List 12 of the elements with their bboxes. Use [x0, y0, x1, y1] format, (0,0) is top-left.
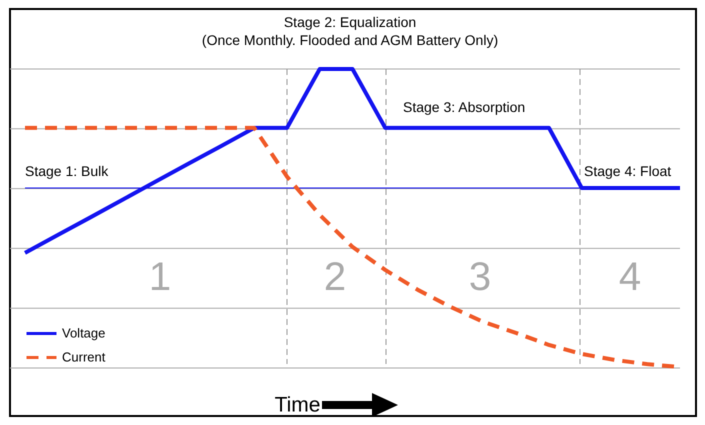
annotation: Stage 4: Float: [584, 163, 672, 179]
legend-label: Current: [62, 350, 106, 364]
annotation: Stage 1: Bulk: [25, 163, 110, 179]
annotation: 4: [618, 255, 642, 299]
x-axis-title: Time: [274, 394, 320, 416]
legend-label: Voltage: [62, 326, 106, 340]
annotation: Stage 3: Absorption: [403, 99, 526, 115]
text: (Once Monthly. Flooded and AGM Battery Only): [202, 32, 498, 48]
annotation: 1: [148, 255, 172, 299]
annotation: 2: [324, 255, 346, 299]
text: Stage 2: Equalization: [284, 14, 416, 30]
annotation: 3: [468, 255, 492, 299]
